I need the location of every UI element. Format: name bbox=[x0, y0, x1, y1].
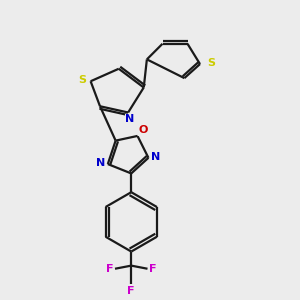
Text: F: F bbox=[106, 264, 113, 274]
Text: N: N bbox=[151, 152, 160, 162]
Text: S: S bbox=[78, 75, 86, 85]
Text: N: N bbox=[96, 158, 106, 168]
Text: F: F bbox=[149, 264, 157, 274]
Text: O: O bbox=[138, 125, 148, 135]
Text: N: N bbox=[125, 114, 134, 124]
Text: S: S bbox=[207, 58, 215, 68]
Text: F: F bbox=[128, 286, 135, 296]
